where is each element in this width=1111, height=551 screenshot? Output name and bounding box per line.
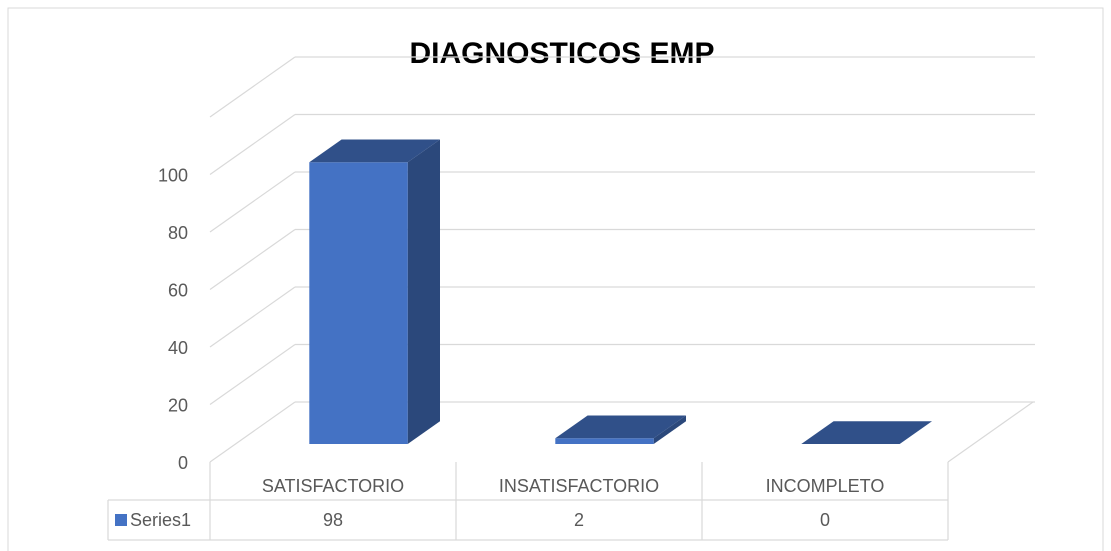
grid-line: [209, 286, 296, 348]
y-tick-label: 60: [168, 280, 188, 300]
x-tick-label: INSATISFACTORIO: [499, 476, 659, 496]
bar-top: [801, 421, 932, 444]
grid-line: [209, 229, 296, 290]
y-tick-label: 40: [168, 338, 188, 358]
y-tick-label: 80: [168, 223, 188, 243]
chart-title: DIAGNOSTICOS EMP: [409, 37, 714, 70]
y-tick-label: 100: [158, 165, 188, 185]
bar-top: [309, 139, 440, 163]
legend-label: Series1: [130, 510, 191, 530]
bar-top: [555, 415, 686, 439]
bar-front: [309, 162, 408, 444]
table-value: 0: [820, 510, 830, 530]
grid-line: [209, 114, 296, 175]
floor-edge: [947, 401, 1034, 463]
bar-side: [653, 415, 686, 444]
grid-line: [209, 401, 296, 463]
x-tick-label: SATISFACTORIO: [262, 476, 404, 496]
y-tick-label: 20: [168, 395, 188, 415]
table-value: 2: [574, 510, 584, 530]
x-tick-label: INCOMPLETO: [766, 476, 885, 496]
y-tick-label: 0: [178, 453, 188, 473]
grid-line: [209, 171, 296, 233]
legend-swatch: [115, 514, 127, 526]
grid-line: [209, 344, 296, 405]
table-value: 98: [323, 510, 343, 530]
bar-side: [407, 139, 440, 444]
chart-border: [7, 7, 1104, 551]
grid-line: [209, 56, 296, 118]
bar-front: [555, 438, 654, 444]
